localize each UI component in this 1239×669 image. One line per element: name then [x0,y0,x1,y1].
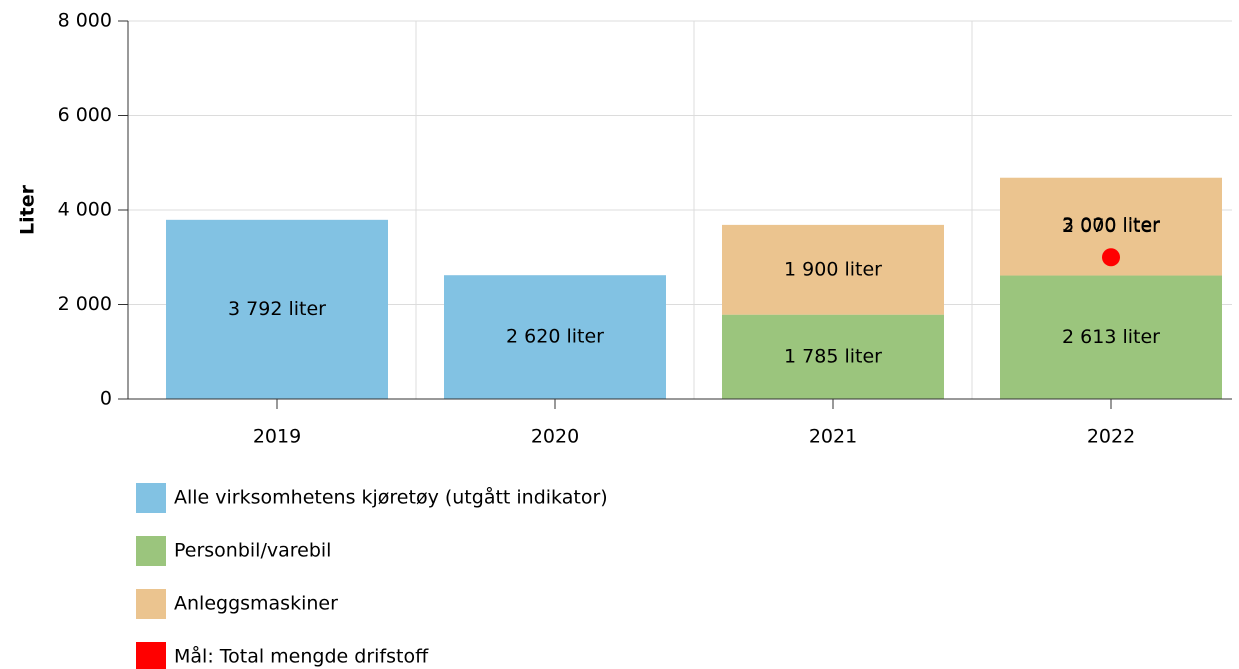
bar [1000,275,1222,399]
y-tick-label: 4 000 [58,199,112,221]
legend-label: Mål: Total mengde drifstoff [174,645,429,668]
x-tick-label: 2020 [531,426,579,448]
x-tick-label: 2019 [253,426,301,448]
data-label: 1 900 liter [784,258,882,280]
bar [722,314,944,399]
x-tick-label: 2021 [809,426,857,448]
data-label: 2 613 liter [1062,326,1160,348]
legend-label: Personbil/varebil [174,540,331,562]
y-tick-label: 0 [100,388,112,410]
data-label: 2 070 liter [1062,215,1160,237]
x-tick-label: 2022 [1087,426,1135,448]
legend-swatch [136,536,166,566]
legend-swatch [136,483,166,513]
bar [166,219,388,399]
data-label: 2 620 liter [506,326,604,348]
legend-swatch [136,642,166,669]
y-tick-label: 2 000 [58,293,112,315]
data-label: 1 785 liter [784,345,882,367]
legend-label: Alle virksomhetens kjøretøy (utgått indi… [174,486,608,509]
data-label: 3 000 liter [1062,214,1160,236]
target-point [1102,248,1120,267]
y-axis-title: Liter [17,184,39,235]
legend-label: Anleggsmaskiner [174,593,338,615]
y-tick-label: 6 000 [58,104,112,126]
bar [444,275,666,399]
bar [722,224,944,315]
legend-swatch [136,589,166,619]
y-tick-label: 8 000 [58,10,112,32]
data-label: 3 792 liter [228,298,326,320]
